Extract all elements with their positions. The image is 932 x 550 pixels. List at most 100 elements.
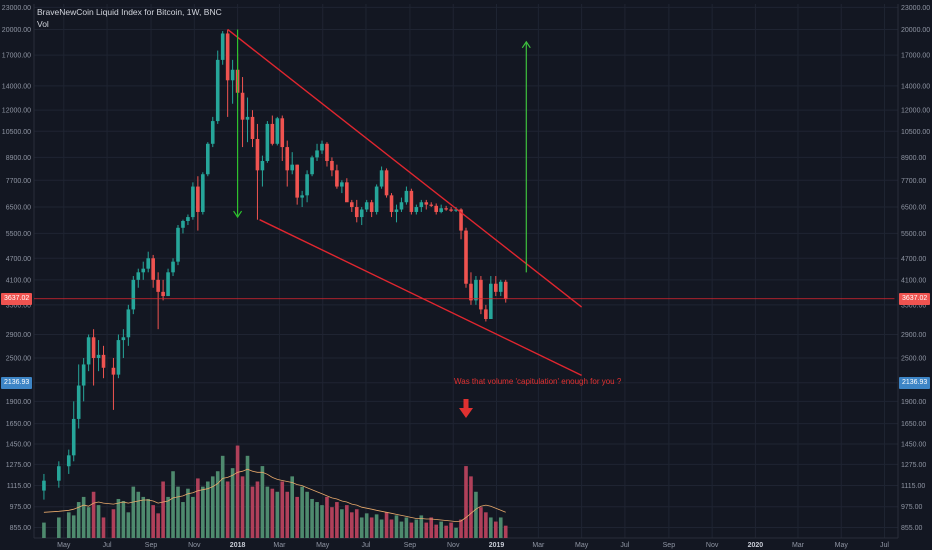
x-tick-label: Mar bbox=[792, 542, 805, 549]
candle-body bbox=[285, 147, 290, 171]
volume-bar bbox=[42, 522, 46, 538]
candle-body bbox=[156, 279, 160, 292]
candle-body bbox=[171, 261, 175, 273]
candle-body bbox=[265, 123, 270, 161]
x-tick-label: Jul bbox=[103, 542, 112, 549]
volume-bar bbox=[454, 527, 458, 538]
candle-body bbox=[86, 337, 91, 365]
current-price-tag-right: 3637.02 bbox=[899, 292, 931, 305]
volume-bar bbox=[439, 521, 443, 538]
x-tick-label: Nov bbox=[188, 542, 201, 549]
y-tick-label-left: 20000.00 bbox=[2, 27, 31, 34]
x-tick-label: Jul bbox=[620, 542, 629, 549]
volume-bar bbox=[235, 445, 240, 538]
volume-marker-arrow bbox=[459, 399, 473, 418]
volume-bar bbox=[215, 471, 220, 538]
volume-bar bbox=[469, 476, 473, 538]
candle-body bbox=[295, 164, 299, 198]
y-tick-label-left: 17000.00 bbox=[2, 53, 31, 60]
volume-bar bbox=[285, 491, 290, 538]
candle-body bbox=[57, 466, 61, 481]
volume-label: Vol bbox=[37, 19, 49, 29]
volume-bar bbox=[186, 488, 190, 538]
y-tick-label-right: 10500.00 bbox=[901, 129, 930, 136]
upper-resistance bbox=[227, 28, 583, 308]
y-tick-label-left: 4700.00 bbox=[6, 256, 31, 263]
candle-body bbox=[270, 123, 275, 144]
candle-body bbox=[419, 202, 424, 208]
candle-body bbox=[76, 385, 81, 419]
candle-body bbox=[498, 281, 503, 292]
y-tick-label-right: 975.00 bbox=[901, 504, 923, 511]
x-tick-label: 2020 bbox=[748, 542, 764, 549]
volume-bar bbox=[394, 515, 399, 538]
candle-body bbox=[111, 367, 116, 375]
volume-bar bbox=[201, 486, 205, 538]
x-tick-label: Jul bbox=[362, 542, 371, 549]
y-tick-label-left: 7700.00 bbox=[6, 178, 31, 185]
candle-body bbox=[275, 118, 280, 144]
candle-body bbox=[260, 160, 265, 171]
candle-body bbox=[250, 116, 255, 139]
candle-body bbox=[429, 204, 434, 206]
volume-bar bbox=[349, 512, 354, 538]
volume-bar bbox=[116, 498, 121, 538]
candle-body bbox=[345, 182, 349, 203]
volume-bar bbox=[340, 509, 344, 538]
candle-body bbox=[335, 170, 339, 187]
volume-bar bbox=[310, 498, 314, 538]
volume-bar bbox=[419, 515, 424, 538]
x-tick-label: Nov bbox=[706, 542, 719, 549]
x-tick-label: 2018 bbox=[230, 542, 246, 549]
volume-bar bbox=[146, 498, 151, 538]
volume-bar bbox=[205, 481, 210, 538]
volume-bar bbox=[295, 496, 299, 538]
candle-body bbox=[101, 354, 106, 368]
volume-bar bbox=[151, 505, 155, 538]
volume-bar bbox=[255, 481, 260, 538]
candle-body bbox=[444, 208, 448, 210]
y-tick-label-left: 2900.00 bbox=[6, 332, 31, 339]
y-tick-label-left: 1450.00 bbox=[6, 442, 31, 449]
candle-body bbox=[484, 309, 488, 319]
candle-body bbox=[146, 258, 151, 269]
volume-bar bbox=[384, 512, 389, 538]
candle-body bbox=[205, 143, 210, 175]
candle-body bbox=[151, 258, 155, 280]
x-tick-label: Sep bbox=[663, 542, 676, 549]
volume-bar bbox=[121, 501, 126, 538]
y-tick-label-left: 855.00 bbox=[10, 525, 32, 532]
candle-body bbox=[71, 418, 76, 456]
candle-body bbox=[354, 207, 359, 218]
candle-body bbox=[131, 279, 136, 310]
volume-bar bbox=[325, 496, 329, 538]
candle-body bbox=[474, 279, 478, 301]
candle-body bbox=[121, 337, 126, 341]
candle-body bbox=[310, 157, 314, 175]
candle-body bbox=[489, 283, 493, 319]
volume-bar bbox=[414, 519, 419, 538]
volume-bar bbox=[275, 491, 280, 538]
candle-body bbox=[384, 170, 389, 196]
candle-body bbox=[340, 182, 344, 187]
candle-body bbox=[91, 337, 96, 358]
volume-bar bbox=[156, 513, 160, 538]
volume-bar bbox=[459, 519, 463, 538]
candle-body bbox=[404, 190, 409, 203]
volume-bar bbox=[364, 513, 369, 538]
candle-body bbox=[196, 186, 200, 212]
y-tick-label-right: 17000.00 bbox=[901, 53, 930, 60]
y-tick-label-left: 1650.00 bbox=[6, 421, 31, 428]
volume-bar bbox=[101, 517, 106, 538]
volume-bar bbox=[91, 491, 96, 538]
chart-title: BraveNewCoin Liquid Index for Bitcoin, 1… bbox=[37, 7, 222, 17]
candle-body bbox=[399, 202, 404, 210]
volume-bar bbox=[245, 455, 250, 538]
volume-bar bbox=[96, 505, 101, 538]
candle-body bbox=[409, 190, 414, 212]
volume-bar bbox=[489, 517, 493, 538]
volume-bar bbox=[503, 525, 508, 538]
volume-bar bbox=[57, 517, 61, 538]
y-tick-label-right: 1650.00 bbox=[901, 421, 926, 428]
